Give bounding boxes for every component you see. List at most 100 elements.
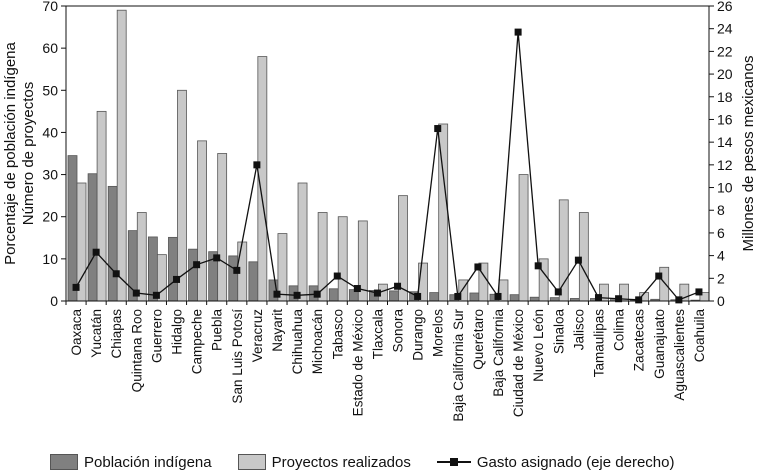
x-tick-label-7: Puebla — [210, 309, 225, 352]
x-tick-label-30: Aguascalientes — [672, 309, 687, 401]
gasto-marker-5 — [173, 275, 181, 283]
y-tick-label: 0 — [50, 293, 58, 309]
legend-item-poblacion: Población indígena — [50, 454, 212, 471]
gasto-marker-30 — [675, 296, 683, 304]
x-tick-label-23: Nuevo León — [531, 309, 546, 382]
bar-poblacion-20 — [469, 292, 480, 302]
x-tick-label-13: Tabasco — [330, 309, 345, 359]
y2-tick-label: 14 — [717, 134, 733, 150]
x-tick-label-4: Guerrero — [149, 309, 164, 363]
gasto-marker-12 — [313, 290, 321, 298]
gasto-marker-22 — [514, 28, 522, 36]
gasto-marker-19 — [454, 292, 462, 300]
gasto-marker-24 — [554, 288, 562, 296]
legend-swatch-gasto — [436, 455, 471, 469]
gasto-marker-4 — [152, 291, 160, 299]
bar-poblacion-4 — [147, 236, 158, 302]
gasto-marker-7 — [213, 254, 221, 262]
x-tick-label-14: Estado de México — [350, 309, 365, 416]
x-tick-label-3: Quintana Roo — [129, 309, 144, 392]
legend-swatch-proyectos — [237, 454, 266, 470]
x-tick-label-21: Baja California — [491, 309, 506, 397]
bars-layer — [67, 9, 710, 302]
y2-tick-label: 16 — [717, 111, 733, 127]
bar-poblacion-18 — [429, 292, 440, 302]
bar-proyectos-7 — [217, 153, 228, 302]
x-tick-label-0: Oaxaca — [69, 309, 84, 356]
bar-poblacion-9 — [248, 261, 259, 302]
y2-tick-label: 4 — [717, 248, 725, 264]
x-tick-label-9: Veracruz — [250, 309, 265, 363]
x-tick-label-15: Tlaxcala — [370, 309, 385, 360]
x-tick-label-1: Yucatán — [89, 309, 104, 358]
x-tick-label-26: Tamaulipas — [591, 309, 606, 378]
y2-tick-label: 22 — [717, 43, 733, 59]
x-tick-label-18: Morelos — [431, 309, 446, 357]
x-tick-label-16: Sonora — [391, 309, 406, 353]
bar-proyectos-24 — [558, 199, 569, 302]
line-layer — [72, 28, 703, 304]
gasto-marker-16 — [394, 282, 402, 290]
y2-tick-label: 2 — [717, 270, 725, 286]
legend-item-gasto: Gasto asignado (eje derecho) — [436, 453, 675, 471]
bar-poblacion-22 — [509, 294, 520, 302]
y2-tick-label: 20 — [717, 66, 733, 82]
gasto-marker-28 — [635, 296, 643, 304]
y-tick-label: 30 — [42, 167, 58, 183]
gasto-marker-0 — [72, 283, 80, 291]
y2-tick-label: 6 — [717, 225, 725, 241]
x-tick-label-2: Chiapas — [109, 309, 124, 359]
y-axis-title-line-0: Porcentaje de población indígena — [2, 42, 19, 265]
x-tick-label-25: Jalisco — [571, 309, 586, 350]
gasto-marker-18 — [434, 125, 442, 133]
bar-poblacion-5 — [168, 236, 178, 302]
bar-poblacion-1 — [87, 173, 98, 302]
gasto-marker-8 — [233, 266, 241, 274]
y-tick-label: 50 — [42, 82, 58, 98]
x-tick-label-31: Coahuila — [692, 309, 707, 363]
x-tick-label-12: Michoacán — [310, 309, 325, 374]
x-tick-label-27: Colima — [612, 309, 627, 352]
bar-poblacion-0 — [67, 155, 78, 302]
bar-poblacion-6 — [188, 248, 198, 302]
bar-proyectos-2 — [116, 9, 127, 302]
gasto-marker-25 — [574, 256, 582, 264]
bar-proyectos-11 — [297, 182, 308, 302]
x-tick-label-24: Sinaloa — [551, 309, 566, 355]
legend-label-poblacion: Población indígena — [84, 453, 212, 471]
gasto-marker-11 — [293, 291, 301, 299]
x-tick-label-5: Hidalgo — [170, 309, 185, 355]
gasto-marker-2 — [112, 270, 120, 278]
gasto-marker-29 — [655, 272, 663, 280]
y-axis-title-line-1: Número de proyectos — [20, 82, 37, 225]
legend-swatch-poblacion — [50, 454, 78, 470]
gasto-marker-14 — [353, 285, 361, 293]
y2-tick-label: 18 — [717, 89, 733, 105]
x-tick-label-20: Querétaro — [471, 309, 486, 370]
legend-label-gasto: Gasto asignado (eje derecho) — [476, 453, 675, 471]
bar-proyectos-13 — [337, 216, 348, 302]
gasto-marker-17 — [414, 292, 422, 300]
gasto-marker-3 — [132, 289, 140, 297]
bar-poblacion-23 — [529, 296, 540, 302]
x-tick-label-11: Chihuahua — [290, 309, 305, 375]
gasto-marker-1 — [92, 248, 100, 256]
gasto-marker-13 — [333, 272, 341, 280]
bar-proyectos-22 — [518, 174, 529, 302]
x-tick-label-19: Baja California Sur — [451, 309, 466, 422]
gasto-marker-20 — [474, 263, 482, 271]
y2-tick-label: 26 — [717, 0, 733, 14]
bar-proyectos-1 — [96, 110, 107, 302]
x-tick-label-6: Campeche — [190, 309, 205, 374]
y2-axis-title: Millones de pesos mexicanos — [740, 56, 757, 252]
bar-poblacion-8 — [228, 255, 239, 302]
x-tick-label-29: Guanajuato — [652, 309, 667, 379]
x-tick-label-17: Durango — [411, 309, 426, 361]
bar-poblacion-16 — [389, 290, 399, 302]
x-tick-label-22: Ciudad de México — [511, 309, 526, 417]
legend: Población indígena Proyectos realizados … — [50, 450, 700, 474]
labels-layer: Oaxaca Yucatán Chiapas Quintana Roo Guerrero… — [2, 42, 757, 422]
x-tick-label-28: Zacatecas — [632, 309, 647, 372]
